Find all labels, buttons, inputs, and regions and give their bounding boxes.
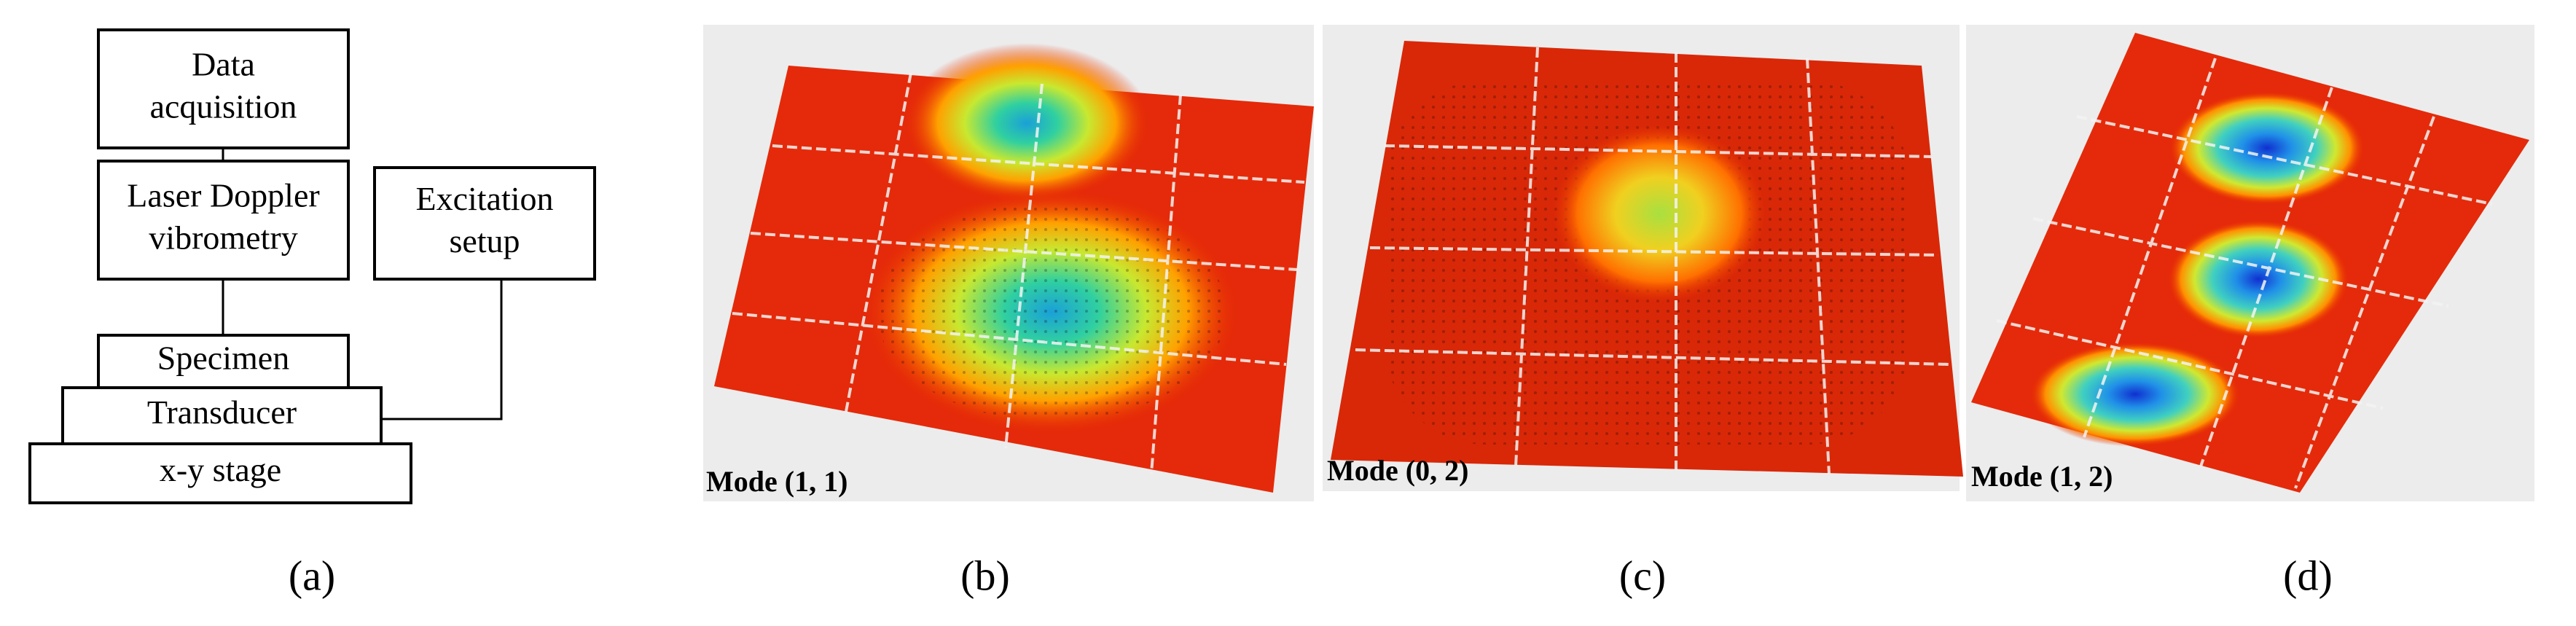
box-label: setup bbox=[449, 222, 520, 259]
mode-label: Mode (1, 1) bbox=[706, 465, 847, 498]
panel-label: (d) bbox=[2283, 552, 2333, 599]
panel-label: (b) bbox=[960, 552, 1010, 599]
diagram-box bbox=[97, 334, 350, 389]
box-label: Specimen bbox=[157, 340, 289, 377]
box-label: acquisition bbox=[150, 88, 297, 125]
panel-d-image bbox=[1966, 25, 2534, 501]
connector bbox=[381, 279, 503, 420]
diagram-box bbox=[97, 160, 350, 281]
box-label: Excitation bbox=[415, 180, 553, 217]
mode-label: Mode (1, 2) bbox=[1971, 460, 2113, 493]
panel-c-image bbox=[1323, 25, 1963, 491]
box-label: Transducer bbox=[147, 394, 297, 431]
diagram-box bbox=[28, 442, 412, 504]
diagram-box bbox=[97, 28, 350, 149]
box-label: Data bbox=[192, 46, 255, 83]
panel-b-image bbox=[703, 25, 1314, 501]
box-label: x-y stage bbox=[160, 451, 281, 488]
panel-label: (c) bbox=[1619, 552, 1666, 599]
box-label: Laser Doppler bbox=[127, 177, 319, 214]
box-label: vibrometry bbox=[149, 219, 297, 257]
diagram-box bbox=[373, 166, 596, 281]
panel-label: (a) bbox=[289, 552, 335, 599]
mode-label: Mode (0, 2) bbox=[1327, 454, 1468, 487]
